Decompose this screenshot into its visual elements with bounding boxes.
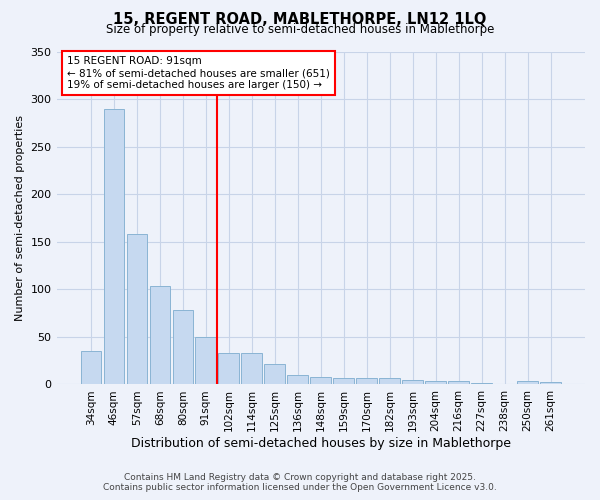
- Text: Contains HM Land Registry data © Crown copyright and database right 2025.
Contai: Contains HM Land Registry data © Crown c…: [103, 473, 497, 492]
- Bar: [334, 378, 354, 384]
- Bar: [403, 380, 423, 384]
- Bar: [80, 351, 101, 384]
- Text: 15, REGENT ROAD, MABLETHORPE, LN12 1LQ: 15, REGENT ROAD, MABLETHORPE, LN12 1LQ: [113, 12, 487, 26]
- Bar: [104, 108, 124, 384]
- Bar: [287, 375, 308, 384]
- Bar: [218, 353, 239, 384]
- Bar: [196, 337, 216, 384]
- Bar: [127, 234, 147, 384]
- Bar: [540, 382, 561, 384]
- Bar: [517, 380, 538, 384]
- Bar: [425, 380, 446, 384]
- Text: Size of property relative to semi-detached houses in Mablethorpe: Size of property relative to semi-detach…: [106, 22, 494, 36]
- Bar: [472, 382, 492, 384]
- Bar: [149, 286, 170, 384]
- Y-axis label: Number of semi-detached properties: Number of semi-detached properties: [15, 115, 25, 321]
- Bar: [310, 377, 331, 384]
- Bar: [356, 378, 377, 384]
- Bar: [173, 310, 193, 384]
- Bar: [448, 380, 469, 384]
- Bar: [241, 353, 262, 384]
- X-axis label: Distribution of semi-detached houses by size in Mablethorpe: Distribution of semi-detached houses by …: [131, 437, 511, 450]
- Bar: [265, 364, 285, 384]
- Bar: [379, 378, 400, 384]
- Text: 15 REGENT ROAD: 91sqm
← 81% of semi-detached houses are smaller (651)
19% of sem: 15 REGENT ROAD: 91sqm ← 81% of semi-deta…: [67, 56, 330, 90]
